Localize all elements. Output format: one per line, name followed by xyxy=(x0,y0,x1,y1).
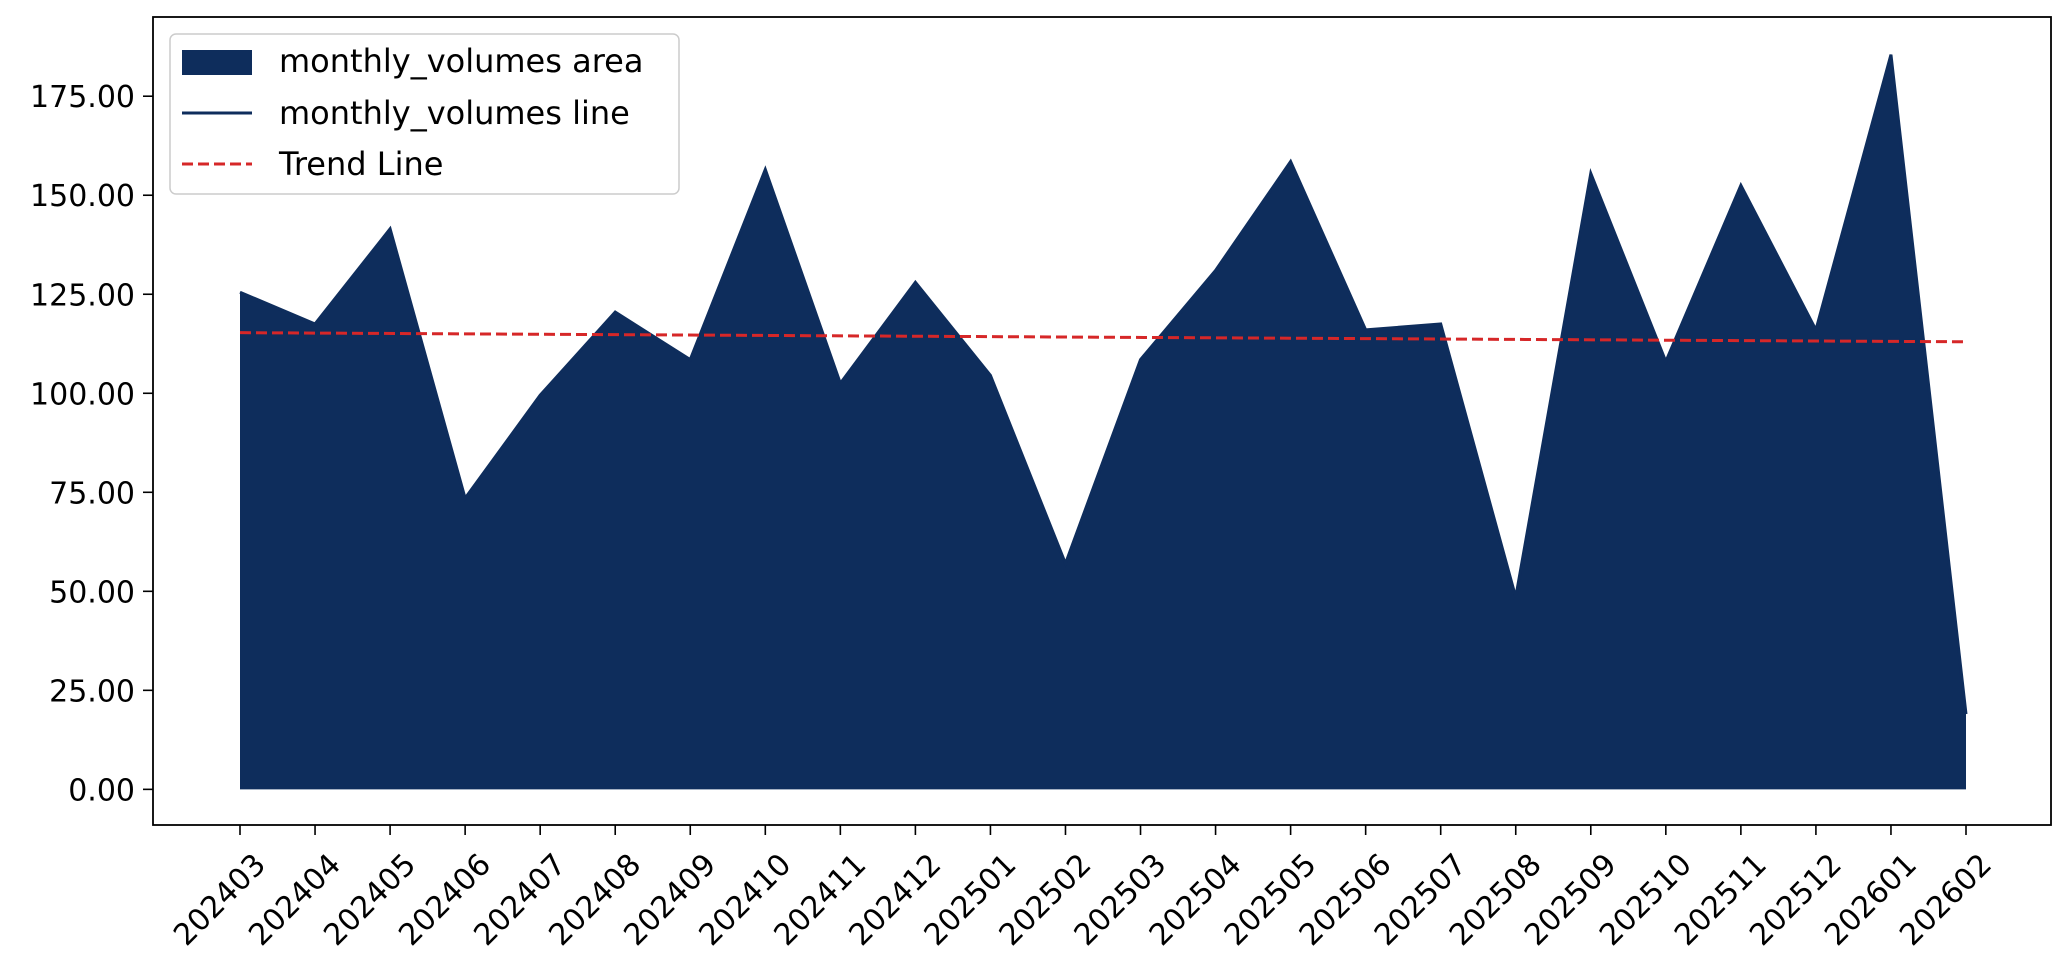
y-tick-label: 75.00 xyxy=(49,476,135,511)
legend-label-trend: Trend Line xyxy=(278,145,443,183)
legend-label-line: monthly_volumes line xyxy=(279,94,630,132)
legend: monthly_volumes area monthly_volumes lin… xyxy=(170,34,679,194)
y-tick-label: 0.00 xyxy=(68,773,135,808)
x-axis: 2024032024042024052024062024072024082024… xyxy=(167,825,1999,953)
y-tick-label: 25.00 xyxy=(49,674,135,709)
y-tick-label: 50.00 xyxy=(49,575,135,610)
y-tick-label: 150.00 xyxy=(30,179,135,214)
y-tick-label: 175.00 xyxy=(30,80,135,115)
legend-swatch-area xyxy=(182,50,252,75)
legend-label-area: monthly_volumes area xyxy=(279,42,643,80)
y-axis: 0.00 25.00 50.00 75.00 100.00 125.00 150.00 175… xyxy=(30,80,153,808)
y-tick-label: 100.00 xyxy=(30,377,135,412)
y-tick-label: 125.00 xyxy=(30,278,135,313)
